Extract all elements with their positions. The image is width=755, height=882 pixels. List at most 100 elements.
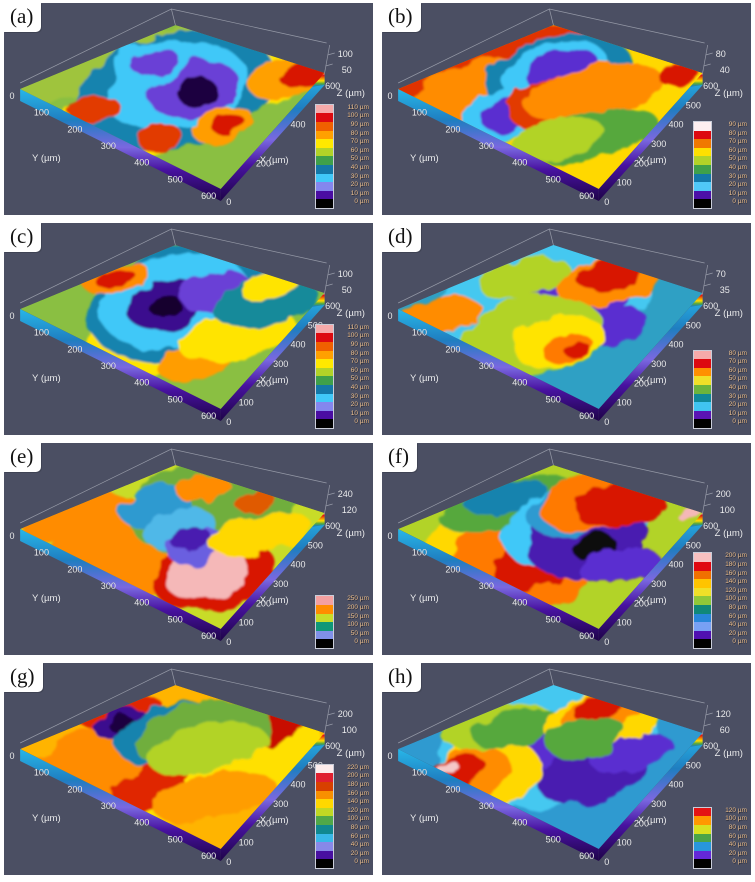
legend-value: 20 µm [728, 401, 747, 409]
bounding-box-wireframe [397, 228, 713, 304]
legend-value: 100 µm [347, 112, 369, 120]
legend-swatch [694, 833, 711, 843]
legend-swatch [316, 410, 333, 420]
legend-swatch [316, 816, 333, 826]
y-tick-label: 0 [388, 751, 393, 761]
legend-swatch [316, 324, 333, 334]
z-axis-label: Z (µm) [715, 528, 743, 539]
legend-swatch [316, 350, 333, 360]
legend-value: 70 µm [728, 358, 747, 366]
y-tick-label: 300 [479, 141, 494, 151]
legend-value: 160 µm [725, 569, 747, 577]
x-tick-label: 500 [686, 320, 701, 330]
legend-value: 0 µm [354, 858, 369, 866]
x-axis-label: X (µm) [638, 375, 667, 386]
x-tick-label: 200 [634, 818, 649, 828]
bounding-box-wireframe [19, 228, 335, 304]
x-tick-label: 0 [604, 857, 609, 867]
x-tick-label: 400 [291, 560, 306, 570]
y-tick-label: 400 [134, 818, 149, 828]
y-tick-label: 300 [101, 801, 116, 811]
legend-swatch [694, 350, 711, 360]
legend-swatch [694, 385, 711, 394]
color-scale-legend: 80 µm 70 µm 60 µm 50 µm 40 µm 30 µm 20 µm 10 µm… [693, 349, 747, 429]
legend-swatch [316, 605, 333, 614]
legend-swatch [316, 113, 333, 123]
legend-swatch [694, 419, 711, 428]
surface-wall-left [398, 89, 599, 201]
x-tick-label: 500 [686, 540, 701, 550]
legend-value: 80 µm [350, 824, 369, 832]
legend-swatch [316, 850, 333, 860]
y-axis-label: Y (µm) [410, 593, 439, 604]
y-tick-label: 0 [10, 311, 15, 321]
surface-plot-e: 0100200300400500600010020030040050060024… [10, 448, 365, 647]
legend-value: 50 µm [728, 375, 747, 383]
legend-label-column: 110 µm 100 µm 90 µm 80 µm 70 µm 60 µm 50 µm 40 … [337, 104, 369, 209]
surface-top-face [20, 25, 325, 189]
x-tick-label: 0 [226, 197, 231, 207]
z-axis-label: Z (µm) [337, 308, 365, 319]
legend-value: 60 µm [350, 366, 369, 374]
surface-top-face [398, 245, 703, 409]
legend-swatch [316, 790, 333, 800]
color-scale-legend: 110 µm 100 µm 90 µm 80 µm 70 µm 60 µm 50 µm 40 … [315, 103, 369, 209]
z-axis-label: Z (µm) [715, 748, 743, 759]
y-axis-label: Y (µm) [32, 593, 61, 604]
legend-swatch [694, 376, 711, 386]
y-tick-label: 100 [412, 768, 427, 778]
legend-swatch-column [315, 323, 334, 429]
legend-value: 200 µm [347, 604, 369, 612]
y-axis-label: Y (µm) [32, 373, 61, 384]
bounding-box-wireframe [397, 668, 713, 744]
x-axis-label: X (µm) [260, 375, 289, 386]
legend-swatch [694, 190, 711, 200]
legend-swatch [694, 182, 711, 191]
surface-top-face [20, 245, 325, 409]
legend-swatch [316, 359, 333, 368]
x-tick-label: 400 [291, 340, 306, 350]
legend-value: 80 µm [350, 129, 369, 137]
legend-value: 120 µm [725, 806, 747, 814]
y-tick-label: 400 [512, 818, 527, 828]
legend-swatch [316, 173, 333, 183]
legend-value: 100 µm [725, 595, 747, 603]
legend-swatch [694, 410, 711, 420]
legend-swatch [694, 613, 711, 623]
surface-top-face [398, 465, 703, 629]
panel-g: 0100200300400500600010020030040050060020… [4, 663, 373, 875]
y-axis-label: Y (µm) [410, 153, 439, 164]
surface-wall-right [220, 733, 325, 861]
bounding-box-wireframe [397, 448, 713, 524]
x-tick-label: 200 [256, 598, 271, 608]
surface-wall-right [598, 733, 703, 861]
y-tick-label: 0 [10, 531, 15, 541]
legend-value: 80 µm [728, 129, 747, 137]
legend-swatch [694, 639, 711, 648]
legend-value: 80 µm [728, 349, 747, 357]
legend-swatch [316, 842, 333, 851]
legend-value: 40 µm [728, 841, 747, 849]
legend-swatch [694, 850, 711, 860]
legend-value: 0 µm [732, 418, 747, 426]
y-tick-label: 600 [201, 411, 216, 421]
y-tick-label: 0 [388, 311, 393, 321]
legend-value: 70 µm [350, 358, 369, 366]
legend-value: 150 µm [347, 612, 369, 620]
legend-swatch [316, 182, 333, 191]
legend-swatch [316, 122, 333, 131]
surface-top-face [398, 25, 703, 189]
bounding-box-wireframe [19, 448, 335, 524]
y-tick-label: 200 [67, 564, 82, 574]
y-tick-label: 500 [546, 834, 561, 844]
panel-label-d: (d) [382, 223, 421, 252]
legend-swatch [316, 393, 333, 403]
z-axis-label: Z (µm) [337, 88, 365, 99]
bounding-box-wireframe [19, 668, 335, 744]
x-axis-label: X (µm) [638, 155, 667, 166]
legend-value: 100 µm [347, 621, 369, 629]
color-scale-legend: 90 µm 80 µm 70 µm 60 µm 50 µm 40 µm 30 µm 20 µm… [693, 121, 747, 209]
legend-value: 0 µm [354, 198, 369, 206]
legend-swatch-column [693, 349, 712, 429]
surface-plot-g: 0100200300400500600010020030040050060020… [10, 668, 365, 867]
